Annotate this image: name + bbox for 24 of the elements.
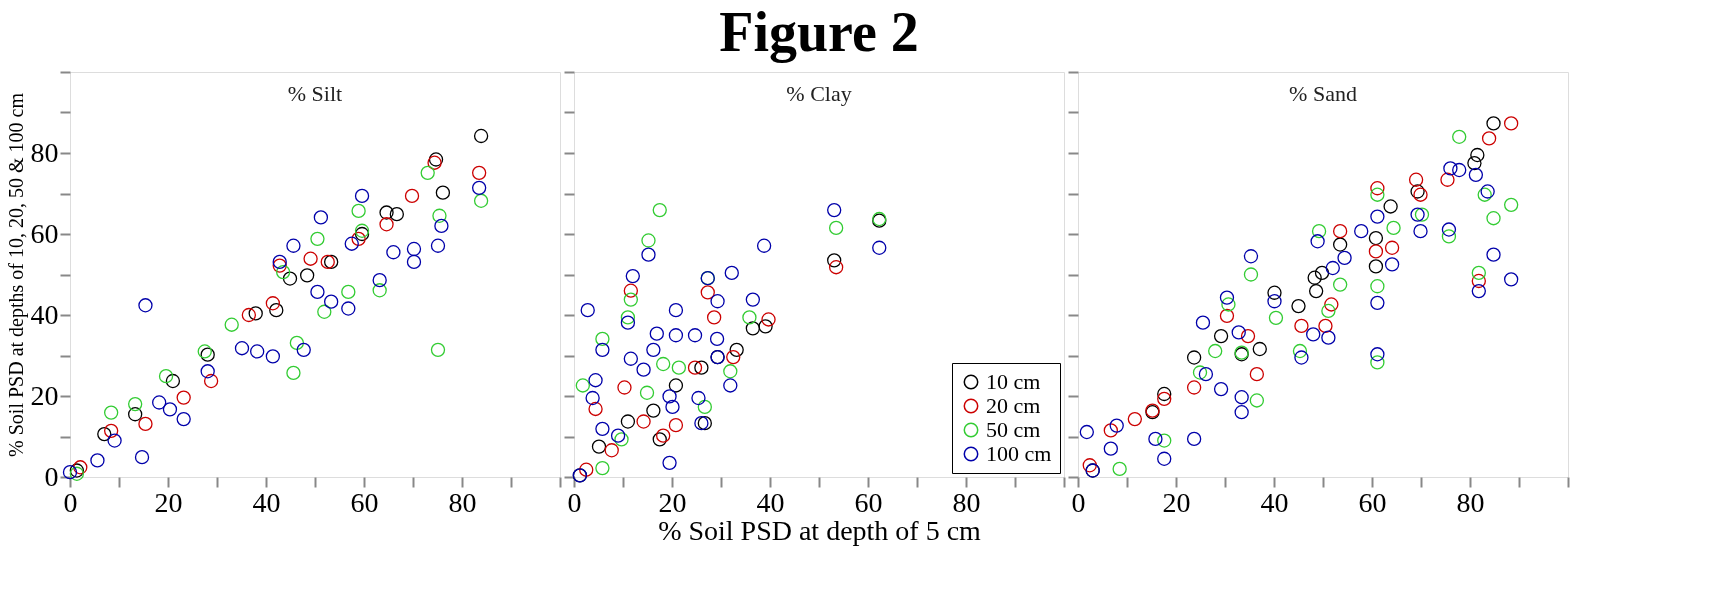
x-tick-label: 60	[350, 486, 379, 518]
x-tick-label: 20	[1162, 486, 1191, 518]
x-tick-label: 40	[252, 486, 281, 518]
y-tick-label: 40	[30, 298, 59, 330]
x-tick-label: 20	[154, 486, 183, 518]
legend-label: 50 cm	[986, 417, 1041, 442]
y-tick-label: 80	[30, 136, 59, 168]
annotation: % Sand	[1289, 81, 1357, 106]
x-tick-label: 0	[567, 486, 582, 518]
chart-title: Figure 2	[719, 1, 919, 63]
x-tick-label: 40	[1260, 486, 1289, 518]
x-tick-label: 80	[448, 486, 477, 518]
x-tick-label: 0	[1071, 486, 1086, 518]
annotation: % Silt	[287, 81, 343, 106]
legend-label: 10 cm	[986, 369, 1041, 394]
y-tick-label: 60	[30, 217, 59, 249]
legend-label: 20 cm	[986, 393, 1041, 418]
y-tick-label: 0	[44, 460, 59, 492]
x-tick-label: 80	[1456, 486, 1485, 518]
legend-label: 100 cm	[986, 441, 1052, 466]
y-tick-label: 20	[30, 379, 59, 411]
annotation: % Clay	[786, 81, 852, 106]
y-axis-title: % Soil PSD at depths of 10, 20, 50 & 100 cm	[4, 92, 28, 457]
x-tick-label: 60	[1358, 486, 1387, 518]
